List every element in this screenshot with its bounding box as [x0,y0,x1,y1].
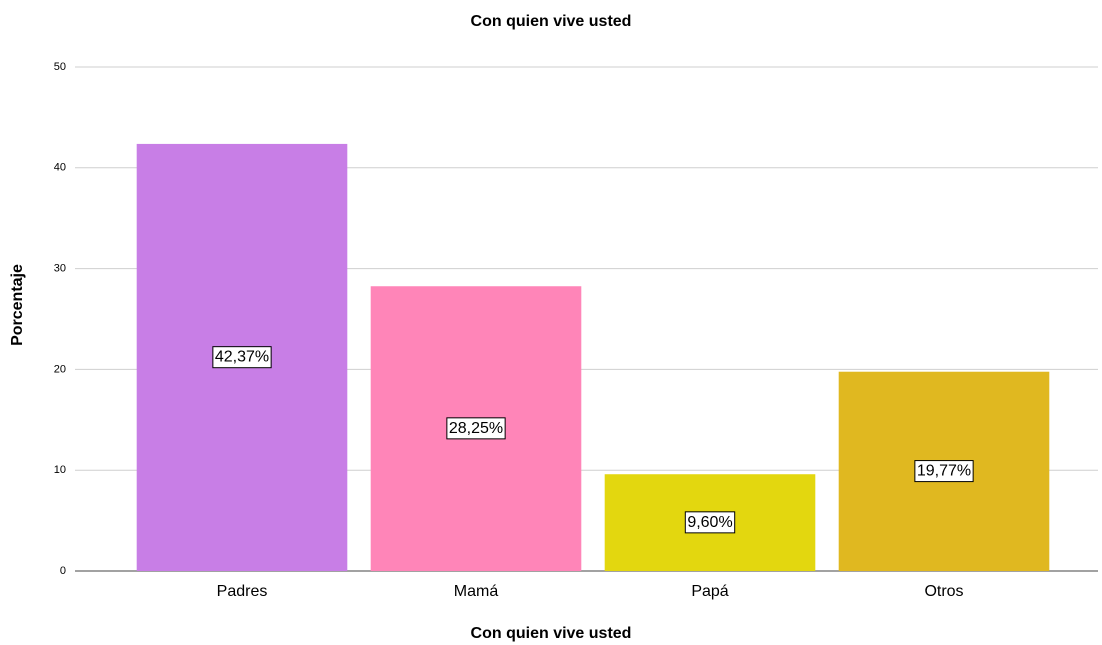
y-tick-label: 10 [54,464,66,476]
x-tick-label: Mamá [454,583,499,600]
value-label-box [212,346,272,369]
value-label-box [914,460,974,483]
x-tick-label: Otros [924,583,963,600]
x-tick-label: Papá [691,583,728,600]
x-tick-label: Padres [217,583,268,600]
value-label: 28,25% [449,420,503,437]
chart-title: Con quien vive usted [471,13,632,30]
y-tick-label: 30 [54,263,66,275]
value-label: 42,37% [215,349,269,366]
y-tick-label: 40 [54,162,66,174]
y-tick-label: 50 [54,61,66,73]
value-label-box [684,511,736,534]
value-label: 19,77% [917,463,971,480]
x-axis-label: Con quien vive usted [471,625,632,642]
y-tick-label: 0 [60,565,66,577]
value-label: 9,60% [687,514,732,531]
y-axis-label: Porcentaje [9,264,26,346]
value-label-box [446,417,506,440]
y-tick-label: 20 [54,363,66,375]
